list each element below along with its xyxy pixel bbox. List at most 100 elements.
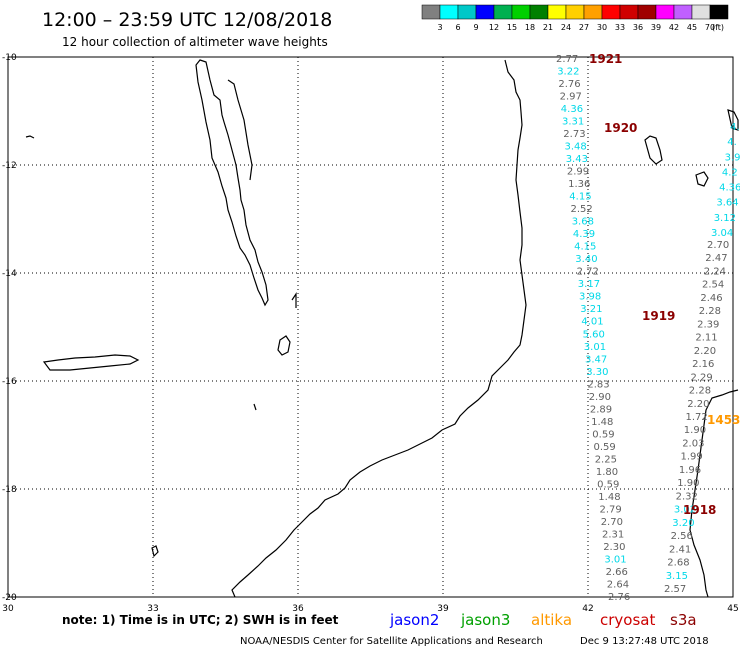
track-b-value: 2.20 xyxy=(687,399,709,410)
track-a-value: 2.52 xyxy=(571,204,593,215)
x-tick-label: 39 xyxy=(437,604,449,614)
track-b-value: 2.03 xyxy=(682,439,704,450)
colorbar-swatch xyxy=(655,4,675,20)
x-axis-labels: 30 33 36 39 42 45 xyxy=(2,604,738,614)
colorbar-swatch xyxy=(511,4,531,20)
track-b-value: 2.70 xyxy=(707,240,729,251)
track-a-value: 2.99 xyxy=(567,167,589,178)
track-b-value: 2.41 xyxy=(669,544,691,555)
pass-time-label: 1921 xyxy=(589,52,622,66)
track-a-value: 3.43 xyxy=(566,154,588,165)
track-a-value: 3.17 xyxy=(578,279,600,290)
track-b-value: 1.96 xyxy=(679,465,701,476)
lake-malawi-shore xyxy=(195,59,269,307)
track-a-value: 3.68 xyxy=(572,217,594,228)
lake-small-3 xyxy=(151,545,159,558)
track-a-value: 3.01 xyxy=(604,555,626,566)
track-b-value: 3.15 xyxy=(666,571,688,582)
track-c-value: 3.12 xyxy=(714,213,736,224)
pass-time-label: 1919 xyxy=(642,309,675,323)
track-a-value: 2.25 xyxy=(595,454,617,465)
track-b-value: 2.54 xyxy=(702,280,724,291)
colorbar-swatch xyxy=(583,4,603,20)
map-frame xyxy=(7,56,734,598)
pass-time-labels: 1921 1920 1919 1918 1453 xyxy=(589,52,740,517)
map-title: 12:00 – 23:59 UTC 12/08/2018 xyxy=(42,9,332,31)
colorbar-label: 39 xyxy=(651,23,661,32)
track-a-value: 1.36 xyxy=(568,179,590,190)
colorbar-label: 3 xyxy=(437,23,442,32)
graticule xyxy=(8,57,733,597)
track-a-value: 2.77 xyxy=(556,54,578,65)
colorbar-swatch xyxy=(709,4,729,20)
track-b-value: 3.02 xyxy=(674,505,696,516)
track-b-value: 1.90 xyxy=(684,425,706,436)
track-a-value: 2.90 xyxy=(589,392,611,403)
track-a-value: 3.01 xyxy=(584,342,606,353)
track-b-value: 1.72 xyxy=(686,412,708,423)
track-a-value: 2.30 xyxy=(603,542,625,553)
colorbar-swatch xyxy=(619,4,639,20)
lake-small-4 xyxy=(253,403,257,411)
track-b-value: 2.28 xyxy=(689,386,711,397)
track-b-value: 2.46 xyxy=(700,293,722,304)
track-a-value: 2.97 xyxy=(560,92,582,103)
track-b-value: 2.56 xyxy=(671,531,693,542)
track-a-value: 1.48 xyxy=(591,417,613,428)
track-c-value: 4. xyxy=(727,137,737,148)
colorbar-label: 15 xyxy=(507,23,517,32)
track-a-value: 2.72 xyxy=(577,267,599,278)
colorbar-swatch xyxy=(565,4,585,20)
colorbar-label: 33 xyxy=(615,23,625,32)
track-b-value: 2.47 xyxy=(705,253,727,264)
island-mayotte xyxy=(644,135,663,165)
y-tick-label: -10 xyxy=(2,53,17,63)
x-tick-label: 45 xyxy=(727,604,738,614)
colorbar-label: 45 xyxy=(687,23,697,32)
track-b-value: 2.68 xyxy=(667,558,689,569)
lake-chilwa xyxy=(277,335,291,356)
coastline xyxy=(25,59,739,598)
track-a-value: 2.70 xyxy=(601,517,623,528)
y-tick-label: -14 xyxy=(2,269,17,279)
colorbar-swatch xyxy=(475,4,495,20)
track-a-value: 2.76 xyxy=(608,592,630,603)
x-tick-label: 42 xyxy=(582,604,593,614)
colorbar-label: 30 xyxy=(597,23,607,32)
map-subtitle: 12 hour collection of altimeter wave hei… xyxy=(62,35,328,49)
madagascar-coast xyxy=(689,389,739,598)
track-c-value: 3.64 xyxy=(716,198,738,209)
track-b-value: 2.29 xyxy=(691,372,713,383)
satellite-name: jason2 xyxy=(389,611,439,629)
colorbar-legend: 3 6 9 12 15 18 21 24 27 30 33 36 39 42 45 70(ft) xyxy=(421,4,729,32)
colorbar-label: 24 xyxy=(561,23,571,32)
track-b-value: 2.57 xyxy=(664,584,686,595)
track-a-value: 3.21 xyxy=(580,304,602,315)
track-a-value: 0.59 xyxy=(594,442,616,453)
track-b-value: 1.90 xyxy=(677,478,699,489)
track-c-value: 4.2 xyxy=(722,167,738,178)
colorbar-label: 6 xyxy=(455,23,460,32)
track-a-value: 4.36 xyxy=(561,104,583,115)
satellite-legend: jason2 jason3 altika cryosat s3a xyxy=(389,611,697,629)
colorbar-swatch xyxy=(691,4,711,20)
colorbar-label: 42 xyxy=(669,23,679,32)
island-north xyxy=(727,109,739,131)
track-a-value: 4.15 xyxy=(574,242,596,253)
track-a-value: 3.48 xyxy=(565,142,587,153)
track-a-value: 2.31 xyxy=(602,529,624,540)
colorbar-swatch xyxy=(439,4,459,20)
lake-malawi-east xyxy=(227,79,253,181)
x-tick-label: 36 xyxy=(292,604,304,614)
track-a-value: 1.80 xyxy=(596,467,618,478)
colorbar-label: 21 xyxy=(543,23,553,32)
y-axis-labels: -10 -12 -14 -16 -18 -20 xyxy=(2,53,17,603)
satellite-name: jason3 xyxy=(460,611,510,629)
track-a-value: 4.01 xyxy=(581,317,603,328)
colorbar-swatch xyxy=(673,4,693,20)
track-a-value: 4.39 xyxy=(573,229,595,240)
footer-note: note: 1) Time is in UTC; 2) SWH is in fe… xyxy=(62,613,339,627)
lake-west xyxy=(42,354,140,371)
track-a-value: 2.66 xyxy=(606,567,628,578)
